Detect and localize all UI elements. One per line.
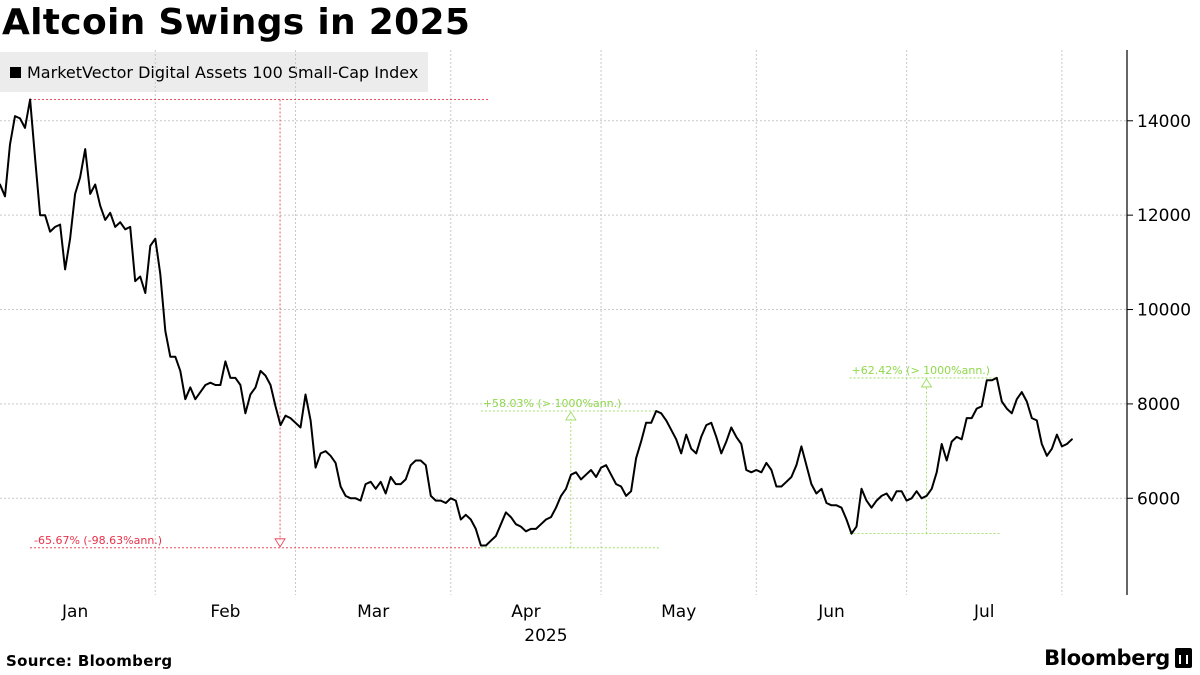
y-tick-label: 6000 bbox=[1137, 489, 1180, 509]
x-tick-label: Mar bbox=[357, 602, 389, 622]
annotation-arrowhead bbox=[565, 411, 577, 421]
chart-title: Altcoin Swings in 2025 bbox=[2, 2, 471, 43]
legend-label: MarketVector Digital Assets 100 Small-Ca… bbox=[27, 62, 419, 82]
annotation-arrowhead bbox=[920, 378, 933, 388]
y-tick-label: 10000 bbox=[1137, 301, 1191, 321]
series-line bbox=[0, 98, 1073, 547]
legend-swatch bbox=[10, 66, 21, 78]
annotation-label: +62.42% (> 1000%ann.) bbox=[852, 364, 991, 377]
x-tick-label: Apr bbox=[511, 602, 540, 622]
x-axis-year-label: 2025 bbox=[524, 626, 567, 646]
legend: MarketVector Digital Assets 100 Small-Ca… bbox=[0, 52, 429, 92]
brand-wordmark: Bloomberg bbox=[1044, 646, 1170, 670]
x-tick-label: May bbox=[661, 602, 696, 622]
bloomberg-chart-icon bbox=[1175, 648, 1192, 668]
annotation-label: +58.03% (> 1000%ann.) bbox=[483, 397, 622, 410]
annotation-label: -65.67% (-98.63%ann.) bbox=[34, 534, 162, 547]
source-note: Source: Bloomberg bbox=[6, 652, 173, 670]
x-tick-label: Jun bbox=[817, 602, 845, 622]
x-tick-label: Jul bbox=[973, 602, 995, 622]
x-tick-label: Feb bbox=[210, 602, 240, 622]
y-tick-label: 14000 bbox=[1137, 112, 1191, 132]
bloomberg-logo: Bloomberg bbox=[1044, 646, 1192, 670]
x-tick-label: Jan bbox=[61, 602, 88, 622]
y-tick-label: 12000 bbox=[1137, 206, 1191, 226]
y-tick-label: 8000 bbox=[1137, 395, 1180, 415]
annotation-arrowhead bbox=[274, 538, 286, 548]
